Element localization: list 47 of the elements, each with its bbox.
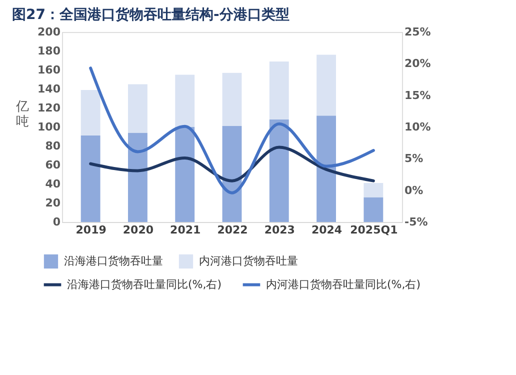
y-tick-label: 0 [52, 216, 61, 228]
bar [316, 116, 336, 222]
x-tick-label: 2022 [217, 224, 248, 236]
x-tick-label: 2019 [76, 224, 106, 236]
legend-label: 沿海港口货物吞吐量同比(%,右) [67, 278, 222, 291]
y-tick-label: 140 [38, 82, 61, 96]
bar [80, 136, 100, 222]
bar [269, 61, 289, 120]
x-tick-label: 2023 [264, 224, 295, 236]
bar [316, 54, 336, 116]
bar [175, 127, 195, 222]
y2-tick-label: 5% [404, 152, 424, 166]
legend-label: 内河港口货物吞吐量同比(%,右) [266, 278, 421, 291]
y2-tick-label: 10% [404, 120, 431, 134]
y2-tick-label: 20% [404, 57, 431, 70]
x-tick-label: 2021 [170, 224, 201, 236]
line-series [89, 66, 375, 194]
legend-label: 内河港口货物吞吐量 [199, 254, 298, 268]
x-tick-label: 2020 [122, 224, 154, 236]
bar [364, 197, 384, 222]
y-tick-label: 100 [38, 120, 61, 134]
y-tick-label: 60 [45, 158, 61, 172]
y2-tick-label: 0% [404, 184, 424, 197]
y2-tick-label: -5% [404, 216, 428, 228]
y-tick-label: 20 [45, 196, 61, 210]
bar [80, 90, 100, 136]
bar [175, 74, 195, 127]
y-tick-label: 200 [38, 26, 61, 38]
y2-tick-label: 15% [404, 88, 431, 102]
legend-label: 沿海港口货物吞吐量 [64, 254, 163, 268]
line-series [89, 146, 375, 182]
chart-title: 图27：全国港口货物吞吐量结构-分港口类型 [12, 7, 290, 23]
bar [222, 126, 242, 222]
bar [128, 132, 148, 222]
y-tick-label: 40 [45, 178, 61, 190]
x-tick-label: 2024 [311, 224, 342, 236]
bar [222, 72, 242, 126]
y-tick-label: 160 [38, 64, 61, 76]
y-tick-label: 180 [38, 44, 61, 58]
bar [364, 183, 384, 198]
y-axis-title: 亿吨 [15, 100, 29, 130]
y-tick-label: 80 [45, 140, 61, 152]
bar [269, 119, 289, 222]
bar [128, 84, 148, 133]
x-tick-label: 2025Q1 [350, 224, 398, 236]
y-tick-label: 120 [38, 102, 61, 114]
y2-tick-label: 25% [404, 26, 431, 38]
